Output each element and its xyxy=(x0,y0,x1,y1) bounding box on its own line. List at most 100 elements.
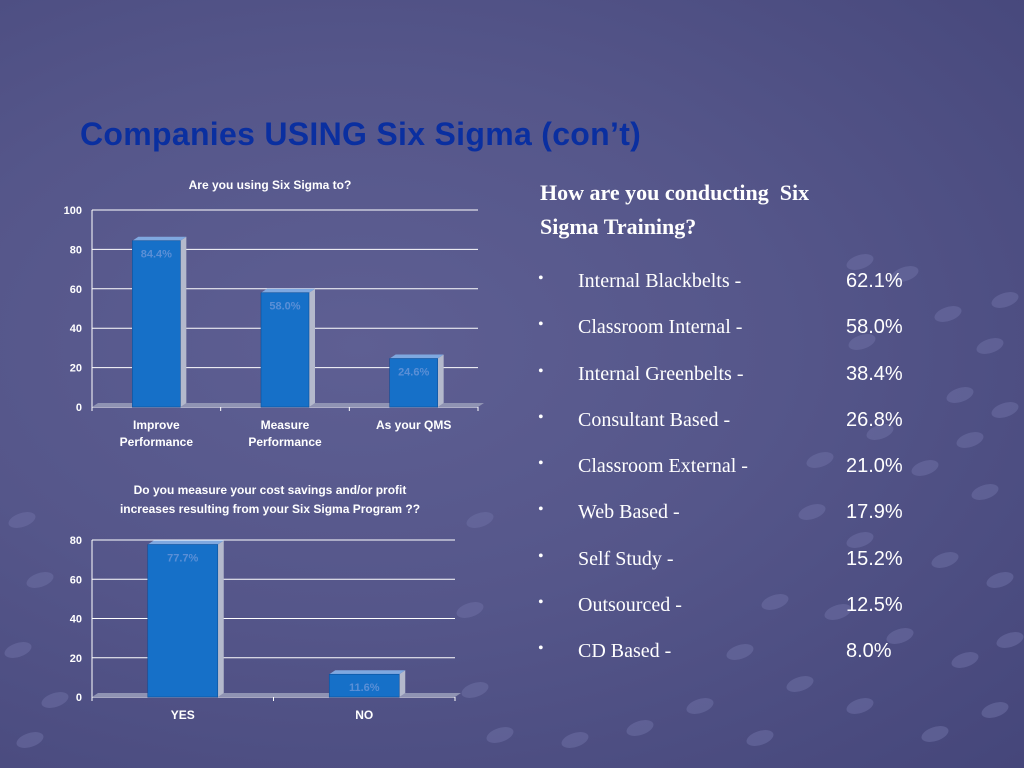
bullet-icon: • xyxy=(538,594,544,612)
chart-title: Are you using Six Sigma to? xyxy=(188,178,352,192)
training-method-label: Internal Greenbelts - xyxy=(578,362,744,385)
training-method-percent: 12.5% xyxy=(846,594,903,617)
y-tick-label: 100 xyxy=(64,205,82,217)
bar-group: 77.7% xyxy=(147,540,224,698)
background-dot xyxy=(971,484,999,500)
background-dot xyxy=(891,266,919,282)
background-dot xyxy=(848,334,876,350)
background-dot xyxy=(886,628,914,644)
y-tick-label: 60 xyxy=(70,574,82,586)
bar-top xyxy=(261,288,315,293)
y-tick-label: 40 xyxy=(70,323,82,335)
y-tick-label: 80 xyxy=(70,535,82,547)
background-dot xyxy=(4,642,32,658)
bar-group: 84.4% xyxy=(132,236,187,408)
x-category-label: YES xyxy=(171,708,195,722)
bullet-icon: • xyxy=(538,270,544,287)
training-question-heading: How are you conducting Six Sigma Trainin… xyxy=(540,180,810,239)
training-method-percent: 26.8% xyxy=(846,408,903,431)
background-dot xyxy=(824,604,852,620)
bullet-icon: • xyxy=(538,455,544,473)
background-dot xyxy=(41,692,69,708)
bar xyxy=(147,544,219,698)
y-tick-label: 80 xyxy=(70,244,82,256)
bar-side xyxy=(309,288,315,407)
bullet-icon: • xyxy=(538,408,544,426)
background-dot xyxy=(761,594,789,610)
background-dot xyxy=(934,306,962,322)
x-category-label: NO xyxy=(355,708,373,722)
background-dot xyxy=(996,632,1024,648)
background-dot xyxy=(846,254,874,270)
background-dot xyxy=(686,698,714,714)
background-dot xyxy=(846,532,874,548)
background-dot xyxy=(26,572,54,588)
background-dot xyxy=(931,552,959,568)
background-dot xyxy=(8,512,36,528)
background-dot xyxy=(561,732,589,748)
training-method-percent: 8.0% xyxy=(846,640,892,663)
background-dot xyxy=(456,602,484,618)
background-dot xyxy=(786,676,814,692)
bullet-icon: • xyxy=(538,362,544,380)
y-tick-labels: 0 20 40 60 80 100 xyxy=(64,205,82,414)
training-method-percent: 62.1% xyxy=(846,270,903,292)
training-method-label: Classroom Internal - xyxy=(578,316,743,339)
chart-plot: 0 20 40 60 80 100 84.4% Improve Performance 58.0%… xyxy=(64,205,484,449)
bullet-icon: • xyxy=(538,316,544,334)
training-method-percent: 58.0% xyxy=(846,316,903,339)
bar xyxy=(132,240,181,408)
bar-top xyxy=(147,540,224,545)
background-dot xyxy=(806,452,834,468)
y-tick-label: 0 xyxy=(76,692,82,704)
background-dot xyxy=(946,387,974,403)
background-dot xyxy=(991,292,1019,308)
background-dots xyxy=(4,254,1024,748)
training-method-percent: 21.0% xyxy=(846,455,903,478)
y-tick-label: 60 xyxy=(70,284,82,296)
bar-side xyxy=(399,670,406,697)
training-method-label: Internal Blackbelts - xyxy=(578,270,742,292)
bar-group: 11.6% xyxy=(328,670,406,698)
bar-side xyxy=(217,540,224,697)
background-dot xyxy=(921,726,949,742)
training-method-label: Self Study - xyxy=(578,547,674,570)
background-dot xyxy=(626,720,654,736)
bar-data-label: 11.6% xyxy=(349,682,380,694)
background-dot xyxy=(951,652,979,668)
y-tick-label: 20 xyxy=(70,363,82,375)
bullet-icon: • xyxy=(538,501,544,519)
training-method-label: Classroom External - xyxy=(578,455,748,478)
chart-floor xyxy=(92,693,461,697)
x-category-label: Measure Performance xyxy=(248,418,322,449)
background-dot xyxy=(846,698,874,714)
background-dot xyxy=(798,504,826,520)
bar-data-label: 77.7% xyxy=(167,553,198,565)
training-method-percent: 17.9% xyxy=(846,501,903,524)
chart-six-sigma-usage: Are you using Six Sigma to? 0 20 40 60 80 100… xyxy=(60,176,484,456)
background-dot xyxy=(461,682,489,698)
bar-top xyxy=(329,670,406,675)
background-dot xyxy=(981,702,1009,718)
background-dot xyxy=(466,512,494,528)
bar xyxy=(328,673,400,698)
background-dot xyxy=(486,727,514,743)
background-dot xyxy=(746,730,774,746)
bar-data-label: 84.4% xyxy=(141,249,172,261)
background-dot xyxy=(911,460,939,476)
training-method-label: Outsourced - xyxy=(578,594,682,617)
training-method-label: Web Based - xyxy=(578,501,680,524)
background-dot xyxy=(976,338,1004,354)
training-method-percent: 38.4% xyxy=(846,362,903,385)
background-dot xyxy=(986,572,1014,588)
training-method-percent: 15.2% xyxy=(846,547,903,570)
chart-title: Do you measure your cost savings and/or … xyxy=(119,483,421,516)
background-dot xyxy=(16,732,44,748)
bullet-icon: • xyxy=(538,640,544,658)
bar xyxy=(389,358,438,408)
x-category-label: Improve Performance xyxy=(120,418,194,449)
y-tick-label: 0 xyxy=(76,402,82,414)
y-tick-label: 20 xyxy=(70,653,82,665)
background-dot xyxy=(991,402,1019,418)
